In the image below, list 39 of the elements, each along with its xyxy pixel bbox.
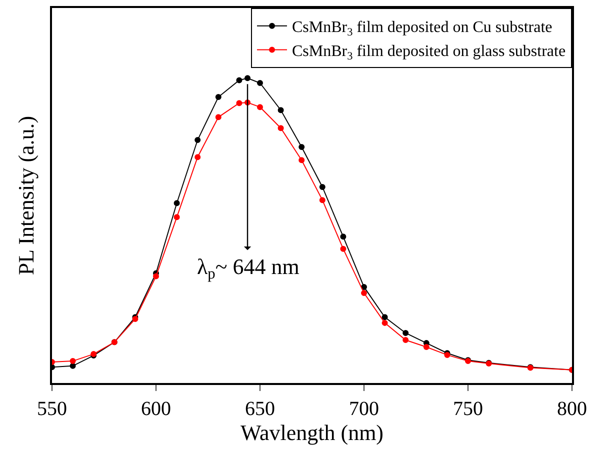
point — [257, 104, 263, 110]
legend-label: CsMnBr$_{3}$ film deposited on glass substrate — [292, 42, 566, 62]
legend-label: CsMnBr$_{3}$ film deposited on Cu substrate — [292, 19, 552, 38]
point — [278, 107, 284, 114]
point — [215, 114, 222, 120]
x-tick-label: 600 — [141, 398, 171, 420]
x-tick-label: 750 — [453, 398, 483, 420]
point — [257, 80, 263, 86]
x-tick-label: 550 — [37, 398, 67, 420]
point — [382, 320, 388, 326]
point — [236, 100, 242, 106]
point — [194, 154, 201, 160]
point — [382, 314, 388, 320]
point — [319, 197, 326, 204]
point — [70, 358, 76, 364]
point — [340, 246, 346, 252]
point — [361, 290, 367, 296]
point — [174, 200, 180, 206]
x-axis-title: Wavlength (nm) — [240, 420, 384, 446]
x-tick-label: 800 — [557, 398, 587, 420]
point — [340, 234, 346, 240]
point — [153, 273, 159, 280]
point — [402, 337, 409, 344]
x-tick-label: 650 — [245, 398, 275, 420]
annotation: λ$_{p}$~ 644 nm — [197, 254, 300, 283]
y-axis-title: PL Intensity (a.u.) — [14, 116, 39, 276]
point — [361, 284, 367, 290]
x-tick-label: 700 — [349, 398, 379, 420]
point — [244, 75, 251, 82]
point — [298, 144, 305, 150]
point — [402, 330, 409, 336]
point — [215, 94, 222, 100]
point — [278, 125, 284, 132]
point — [298, 157, 305, 164]
point — [174, 214, 180, 220]
point — [319, 184, 326, 190]
point — [423, 344, 430, 350]
point — [194, 137, 201, 144]
point — [236, 77, 242, 84]
